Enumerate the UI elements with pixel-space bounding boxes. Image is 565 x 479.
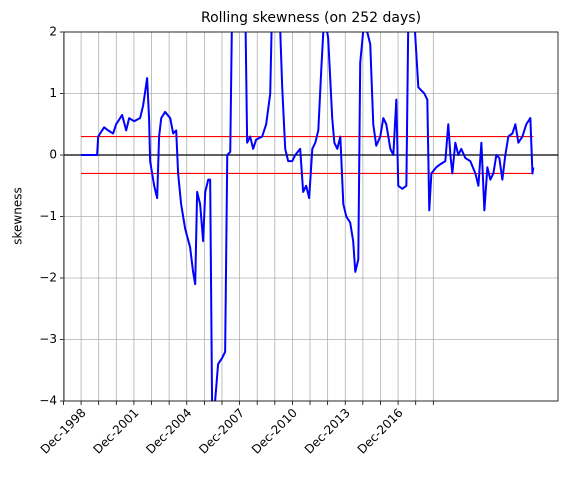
y-tick-label: −1 xyxy=(39,209,57,223)
chart-title: Rolling skewness (on 252 days) xyxy=(201,10,421,26)
y-axis-label: skewness xyxy=(11,187,25,244)
x-tick-label: Dec-2010 xyxy=(249,406,300,457)
x-tick-label: Dec-2016 xyxy=(355,406,406,457)
x-tick-label: Dec-1998 xyxy=(38,406,89,457)
y-tick-label: 0 xyxy=(49,148,57,162)
plot-frame xyxy=(63,31,559,402)
data-line xyxy=(81,32,535,401)
x-tick-label: Dec-2001 xyxy=(91,406,142,457)
y-tick-label: −3 xyxy=(39,332,57,346)
y-tick-label: −4 xyxy=(39,394,57,408)
x-tick-label: Dec-2007 xyxy=(196,406,247,457)
y-tick-label: 2 xyxy=(49,25,57,39)
y-tick-label: −2 xyxy=(39,271,57,285)
x-tick-label: Dec-2004 xyxy=(143,406,194,457)
x-tick-label: Dec-2013 xyxy=(302,406,353,457)
y-tick-label: 1 xyxy=(49,86,57,100)
